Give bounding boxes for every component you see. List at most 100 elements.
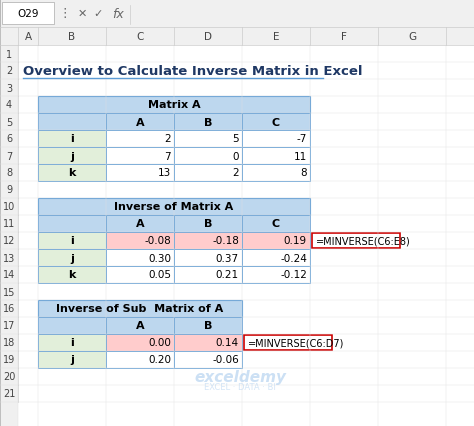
Bar: [174, 164, 242, 181]
Text: 14: 14: [3, 270, 15, 280]
Text: -0.06: -0.06: [212, 355, 239, 365]
Text: 7: 7: [6, 151, 12, 161]
Text: EXCEL · DATA · BI: EXCEL · DATA · BI: [204, 382, 276, 391]
Bar: [242, 266, 310, 283]
Bar: [242, 216, 310, 233]
Text: A: A: [136, 321, 144, 331]
Text: 0.14: 0.14: [216, 338, 239, 348]
Bar: [38, 97, 310, 114]
Text: D: D: [204, 32, 212, 42]
Text: 18: 18: [3, 338, 15, 348]
Text: 5: 5: [6, 117, 12, 127]
Text: 13: 13: [3, 253, 15, 263]
Text: 0.00: 0.00: [148, 338, 171, 348]
Text: 15: 15: [3, 287, 15, 297]
Text: i: i: [70, 134, 74, 144]
Text: 2: 2: [6, 66, 12, 76]
Text: 0.20: 0.20: [148, 355, 171, 365]
Bar: [174, 216, 242, 233]
Text: j: j: [70, 355, 74, 365]
Text: A: A: [136, 117, 144, 127]
Text: 0.37: 0.37: [216, 253, 239, 263]
Bar: [38, 148, 106, 164]
Text: ✕: ✕: [77, 9, 87, 19]
Bar: [174, 317, 242, 334]
Text: 8: 8: [6, 168, 12, 178]
FancyBboxPatch shape: [312, 233, 400, 248]
Bar: [174, 334, 242, 351]
Text: k: k: [68, 168, 76, 178]
Bar: [242, 249, 310, 266]
Text: B: B: [68, 32, 75, 42]
Bar: [38, 131, 106, 148]
Bar: [174, 148, 242, 164]
Text: 7: 7: [164, 151, 171, 161]
Text: j: j: [70, 253, 74, 263]
Bar: [106, 334, 174, 351]
Text: Matrix A: Matrix A: [148, 100, 201, 110]
Text: 11: 11: [294, 151, 307, 161]
Text: 0.21: 0.21: [216, 270, 239, 280]
Text: k: k: [68, 270, 76, 280]
Text: A: A: [25, 32, 32, 42]
Text: 16: 16: [3, 304, 15, 314]
Text: exceldemy: exceldemy: [194, 369, 286, 384]
Text: j: j: [70, 151, 74, 161]
Bar: [0, 46, 18, 426]
Text: A: A: [136, 219, 144, 229]
Bar: [38, 216, 106, 233]
Text: 9: 9: [6, 185, 12, 195]
Text: F: F: [341, 32, 347, 42]
Bar: [242, 233, 310, 249]
Text: 17: 17: [3, 321, 15, 331]
Text: i: i: [70, 236, 74, 246]
Bar: [38, 351, 106, 368]
Bar: [106, 233, 174, 249]
Bar: [242, 131, 310, 148]
Bar: [38, 266, 106, 283]
Bar: [106, 148, 174, 164]
Bar: [106, 114, 174, 131]
Bar: [106, 351, 174, 368]
Text: 3: 3: [6, 83, 12, 93]
Text: ⋮: ⋮: [59, 8, 71, 20]
Text: -7: -7: [297, 134, 307, 144]
Text: 6: 6: [6, 134, 12, 144]
Bar: [38, 114, 106, 131]
Text: 4: 4: [6, 100, 12, 110]
Text: C: C: [272, 117, 280, 127]
Text: fx: fx: [112, 8, 124, 20]
Bar: [38, 199, 310, 216]
Bar: [38, 249, 106, 266]
Text: B: B: [204, 321, 212, 331]
Text: Overview to Calculate Inverse Matrix in Excel: Overview to Calculate Inverse Matrix in …: [23, 65, 363, 78]
Text: 12: 12: [3, 236, 15, 246]
Text: B: B: [204, 117, 212, 127]
Bar: [106, 131, 174, 148]
Text: ✓: ✓: [93, 9, 103, 19]
Text: =MINVERSE(C6:E8): =MINVERSE(C6:E8): [316, 236, 411, 246]
Text: -0.08: -0.08: [144, 236, 171, 246]
Text: C: C: [137, 32, 144, 42]
Text: 2: 2: [232, 168, 239, 178]
Text: =MINVERSE(C6:D7): =MINVERSE(C6:D7): [248, 338, 345, 348]
Text: 0.05: 0.05: [148, 270, 171, 280]
Bar: [174, 266, 242, 283]
Bar: [174, 249, 242, 266]
Bar: [174, 114, 242, 131]
Text: Inverse of Sub  Matrix of A: Inverse of Sub Matrix of A: [56, 304, 224, 314]
Bar: [0, 28, 474, 46]
Bar: [2, 3, 54, 25]
Bar: [242, 148, 310, 164]
Text: G: G: [408, 32, 416, 42]
Text: 0: 0: [233, 151, 239, 161]
Text: 11: 11: [3, 219, 15, 229]
Bar: [38, 334, 106, 351]
Bar: [106, 317, 174, 334]
Text: 21: 21: [3, 389, 15, 399]
Text: B: B: [204, 219, 212, 229]
Bar: [38, 233, 106, 249]
Text: 5: 5: [232, 134, 239, 144]
Bar: [106, 266, 174, 283]
Bar: [38, 317, 106, 334]
